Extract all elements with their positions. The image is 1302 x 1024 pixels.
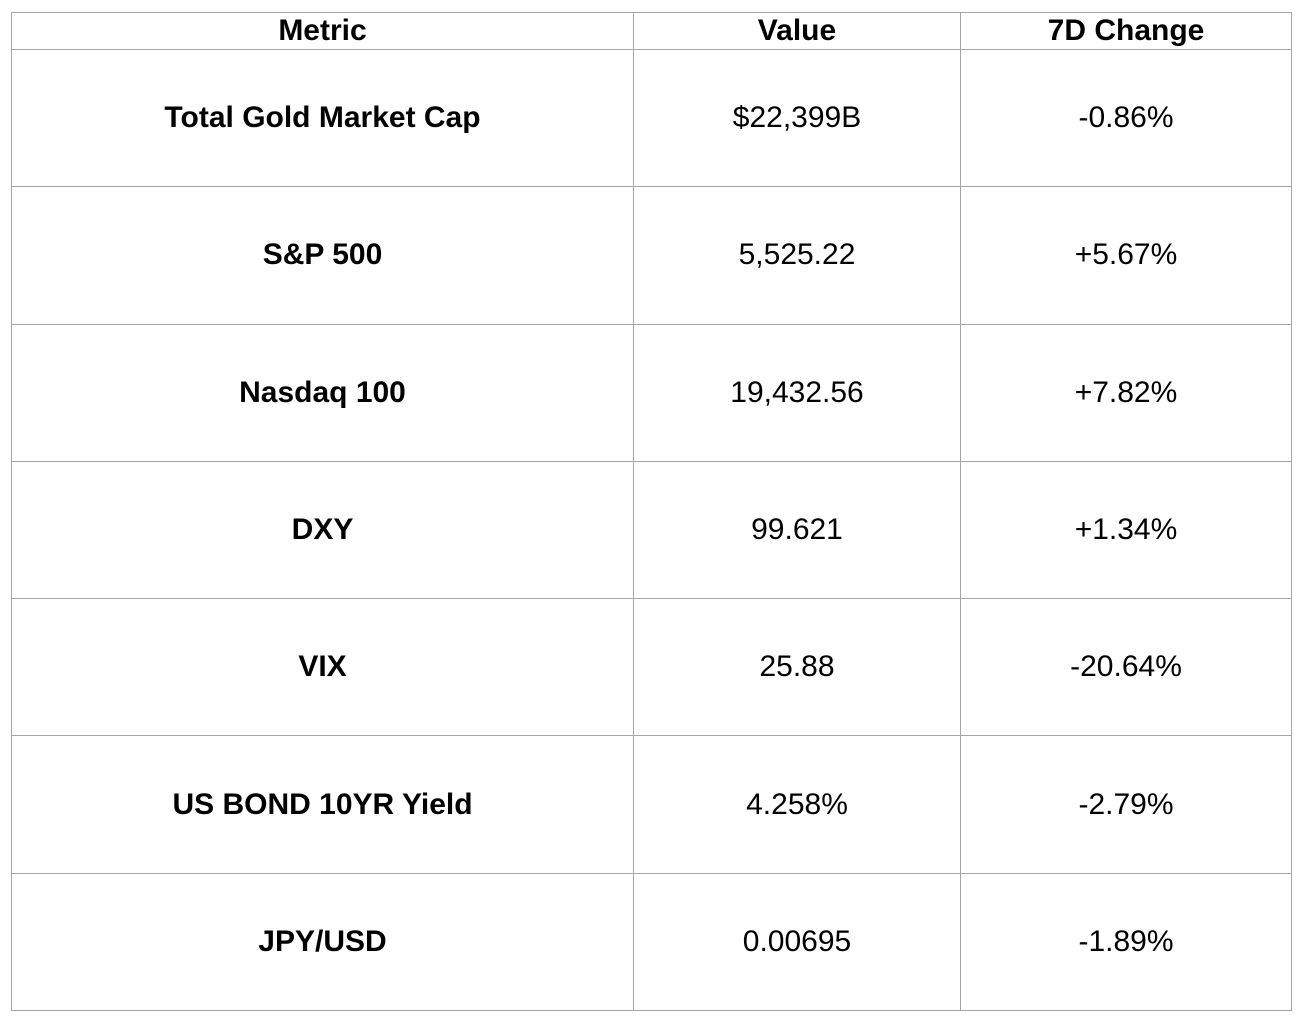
table-row: Total Gold Market Cap $22,399B -0.86% — [11, 48, 1292, 188]
metric-change: -20.64% — [960, 598, 1292, 737]
metric-change: -0.86% — [960, 48, 1292, 188]
metric-name: JPY/USD — [11, 872, 634, 1012]
metric-value: 5,525.22 — [633, 186, 961, 325]
metric-change: +7.82% — [960, 323, 1292, 462]
market-metrics-table: Metric Value 7D Change Total Gold Market… — [11, 12, 1292, 1012]
table-row: DXY 99.621 +1.34% — [11, 460, 1292, 600]
table-row: JPY/USD 0.00695 -1.89% — [11, 872, 1292, 1012]
metric-value: 99.621 — [633, 460, 961, 600]
metric-name: Nasdaq 100 — [11, 323, 634, 462]
header-value: Value — [633, 12, 961, 50]
metric-change: +1.34% — [960, 460, 1292, 600]
header-7d-change: 7D Change — [960, 12, 1292, 50]
table-row: Nasdaq 100 19,432.56 +7.82% — [11, 323, 1292, 462]
metric-value: 25.88 — [633, 598, 961, 737]
metric-value: 4.258% — [633, 735, 961, 874]
table-row: S&P 500 5,525.22 +5.67% — [11, 186, 1292, 325]
table-row: VIX 25.88 -20.64% — [11, 598, 1292, 737]
metric-name: VIX — [11, 598, 634, 737]
metric-value: $22,399B — [633, 48, 961, 188]
metric-name: S&P 500 — [11, 186, 634, 325]
metric-name: US BOND 10YR Yield — [11, 735, 634, 874]
metric-change: -1.89% — [960, 872, 1292, 1012]
header-metric: Metric — [11, 12, 634, 50]
metric-name: Total Gold Market Cap — [11, 48, 634, 188]
metric-change: +5.67% — [960, 186, 1292, 325]
metric-change: -2.79% — [960, 735, 1292, 874]
header-row: Metric Value 7D Change — [11, 12, 1292, 50]
metric-name: DXY — [11, 460, 634, 600]
table-row: US BOND 10YR Yield 4.258% -2.79% — [11, 735, 1292, 874]
metric-value: 0.00695 — [633, 872, 961, 1012]
metric-value: 19,432.56 — [633, 323, 961, 462]
